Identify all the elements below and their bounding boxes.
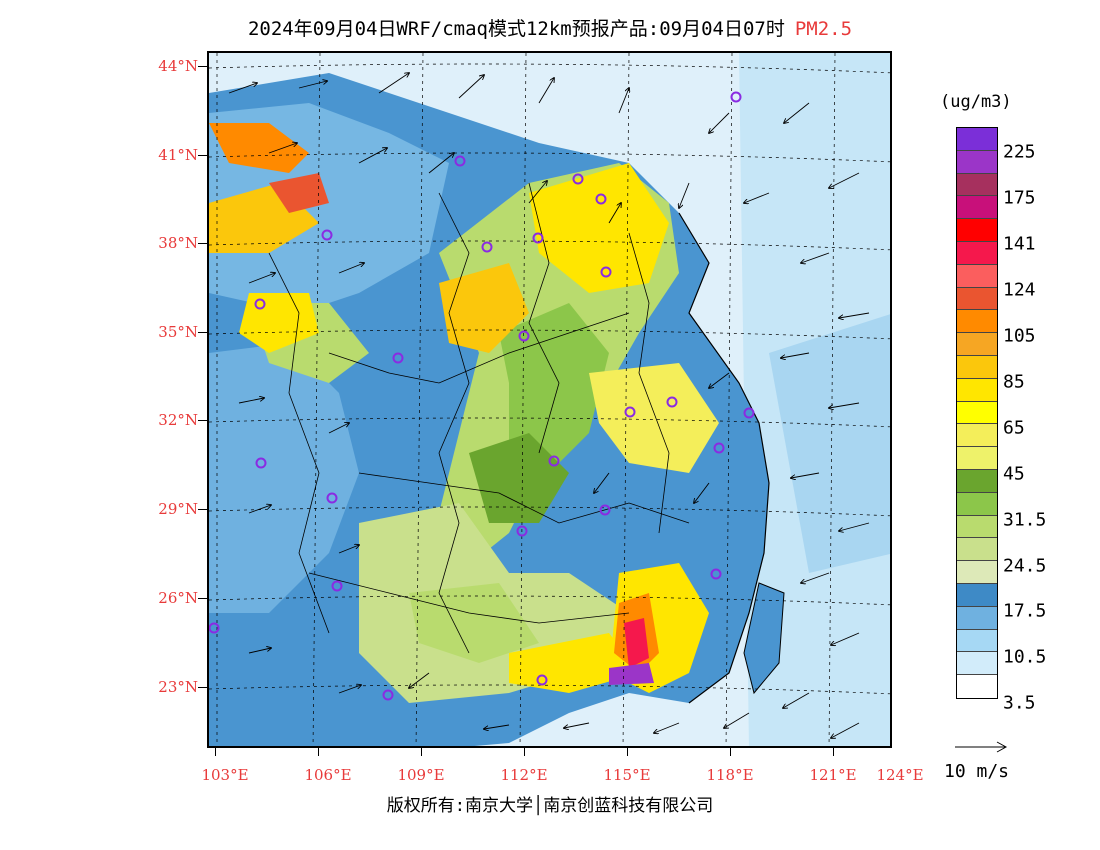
y-tick: [198, 66, 207, 67]
x-tick: [730, 748, 731, 756]
lat-label: 35°N: [158, 323, 198, 341]
colorbar-label: 3.5: [1003, 692, 1036, 714]
y-tick: [198, 598, 207, 599]
lat-label: 29°N: [158, 500, 198, 518]
copyright: 版权所有:南京大学│南京创蓝科技有限公司: [386, 796, 714, 816]
colorbar-swatch: [957, 652, 997, 676]
lon-label: 121°E: [809, 766, 857, 784]
x-tick: [318, 748, 319, 756]
y-tick: [198, 243, 207, 244]
colorbar-label: 24.5: [1003, 555, 1047, 577]
city-markers: [209, 91, 755, 701]
colorbar-swatch: [957, 401, 997, 425]
colorbar-swatch: [957, 538, 997, 562]
lon-label: 115°E: [603, 766, 651, 784]
colorbar-swatch: [957, 173, 997, 197]
colorbar-swatch: [957, 447, 997, 470]
x-tick: [215, 748, 216, 756]
lat-label: 38°N: [158, 234, 198, 252]
colorbar-swatch: [957, 583, 997, 607]
map-title: 2024年09月04日WRF/cmaq模式12km预报产品:09月04日07时 P…: [0, 14, 1100, 41]
colorbar-swatch: [957, 241, 997, 265]
pm25-forecast-map: [207, 51, 892, 748]
colorbar-swatch: [957, 629, 997, 653]
pollutant-label: PM2.5: [794, 18, 853, 40]
colorbar-swatch: [957, 515, 997, 539]
x-tick: [421, 748, 422, 756]
x-tick: [524, 748, 525, 756]
colorbar: [956, 127, 998, 699]
lon-label: 109°E: [397, 766, 445, 784]
colorbar-swatch: [957, 469, 997, 493]
title-text: 2024年09月04日WRF/cmaq模式12km预报产品:09月04日07时: [247, 18, 785, 40]
x-tick: [833, 748, 834, 756]
lon-label: 103°E: [201, 766, 249, 784]
y-tick: [198, 155, 207, 156]
colorbar-label: 141: [1003, 233, 1036, 255]
lat-label: 44°N: [158, 57, 198, 75]
x-tick: [627, 748, 628, 756]
y-tick: [198, 420, 207, 421]
lon-label: 112°E: [500, 766, 548, 784]
colorbar-unit: (ug/m3): [940, 92, 1012, 112]
lat-label: 23°N: [158, 678, 198, 696]
y-tick: [198, 332, 207, 333]
colorbar-swatch: [957, 196, 997, 220]
colorbar-swatch: [957, 561, 997, 584]
lon-label: 118°E: [706, 766, 754, 784]
lon-label: 124°E: [876, 766, 924, 784]
map-canvas: [209, 53, 890, 746]
y-tick: [198, 687, 207, 688]
lat-label: 41°N: [158, 146, 198, 164]
colorbar-swatch: [957, 606, 997, 630]
colorbar-swatch: [957, 128, 997, 151]
colorbar-swatch: [957, 333, 997, 356]
colorbar-label: 85: [1003, 371, 1025, 393]
colorbar-swatch: [957, 310, 997, 334]
colorbar-swatch: [957, 287, 997, 311]
colorbar-swatch: [957, 264, 997, 288]
colorbar-swatch: [957, 219, 997, 242]
colorbar-swatch: [957, 355, 997, 379]
wind-reference-label: 10 m/s: [944, 761, 1010, 782]
colorbar-label: 45: [1003, 463, 1025, 485]
colorbar-label: 175: [1003, 187, 1036, 209]
lon-label: 106°E: [304, 766, 352, 784]
colorbar-label: 31.5: [1003, 509, 1047, 531]
lat-label: 32°N: [158, 411, 198, 429]
colorbar-label: 17.5: [1003, 600, 1047, 622]
wind-reference-arrow-icon: [955, 741, 1008, 753]
colorbar-swatch: [957, 378, 997, 402]
lat-label: 26°N: [158, 589, 198, 607]
colorbar-swatch: [957, 150, 997, 174]
y-tick: [198, 509, 207, 510]
colorbar-label: 124: [1003, 279, 1036, 301]
colorbar-swatch: [957, 492, 997, 516]
colorbar-label: 225: [1003, 141, 1036, 163]
colorbar-swatch: [957, 424, 997, 448]
colorbar-swatch: [957, 675, 997, 698]
colorbar-label: 10.5: [1003, 646, 1047, 668]
colorbar-label: 105: [1003, 325, 1036, 347]
colorbar-label: 65: [1003, 417, 1025, 439]
wind-vectors: [228, 73, 870, 738]
